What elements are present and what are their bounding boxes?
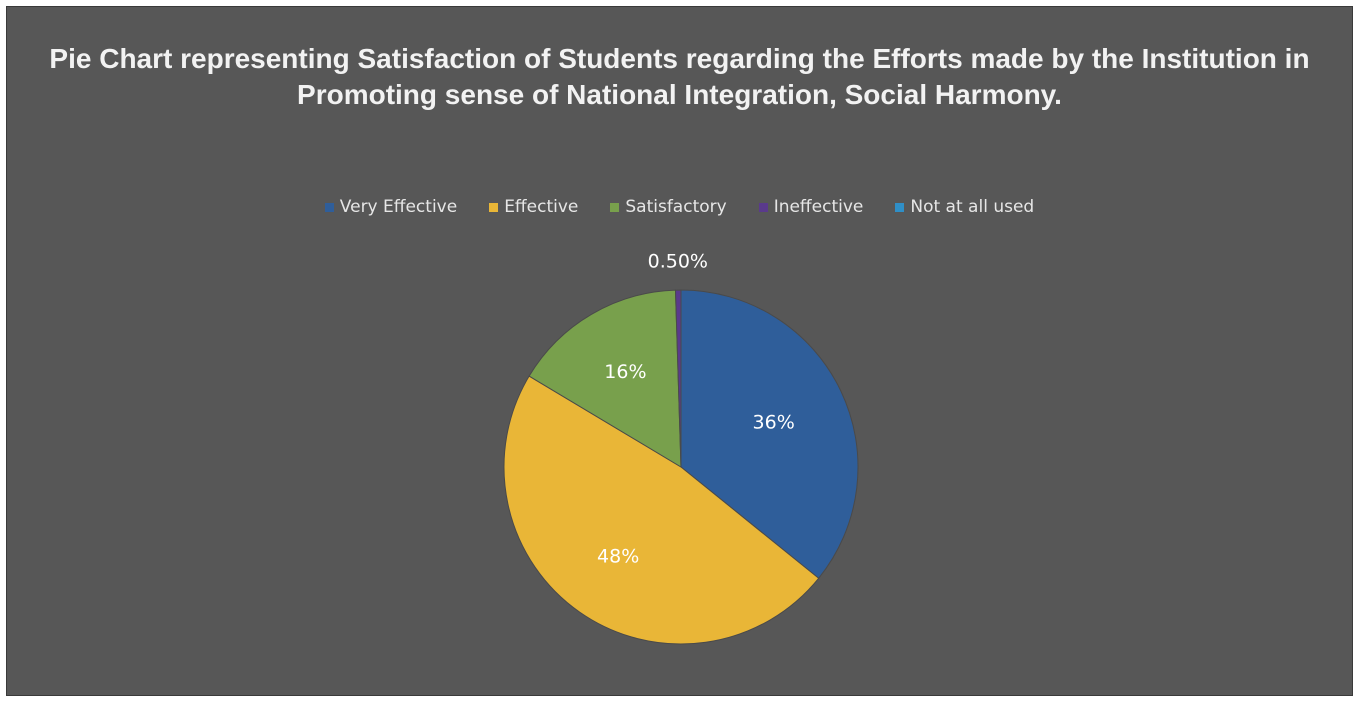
legend-label-ineffective: Ineffective — [773, 197, 864, 217]
pie-slice-very-effective — [680, 289, 859, 579]
legend-item-very-effective: Very Effective — [324, 197, 458, 217]
legend-swatch-satisfactory — [610, 202, 620, 212]
chart-area: Pie Chart representing Satisfaction of S… — [6, 6, 1353, 696]
legend: Very Effective Effective Satisfactory In… — [7, 197, 1352, 217]
chart-title: Pie Chart representing Satisfaction of S… — [49, 43, 1310, 110]
legend-item-ineffective: Ineffective — [758, 197, 864, 217]
legend-swatch-very-effective — [324, 202, 334, 212]
pie-slice-effective — [503, 375, 820, 645]
pie-slice-ineffective — [674, 289, 682, 468]
legend-item-satisfactory: Satisfactory — [610, 197, 727, 217]
legend-swatch-ineffective — [758, 202, 768, 212]
data-label-ineffective: 0.50% — [648, 251, 708, 273]
data-label-satisfactory: 16% — [604, 361, 646, 383]
legend-label-very-effective: Very Effective — [339, 197, 458, 217]
legend-label-satisfactory: Satisfactory — [625, 197, 727, 217]
pie-chart: 36% 48% 16% 0.50% — [503, 251, 859, 645]
legend-item-effective: Effective — [489, 197, 578, 217]
pie-slice-satisfactory — [528, 289, 682, 468]
legend-label-effective: Effective — [504, 197, 579, 217]
data-label-very-effective: 36% — [753, 411, 795, 433]
legend-swatch-not-at-all-used — [895, 202, 905, 212]
legend-swatch-effective — [489, 202, 499, 212]
data-label-effective: 48% — [597, 545, 639, 567]
legend-item-not-at-all-used: Not at all used — [895, 197, 1034, 217]
legend-label-not-at-all-used: Not at all used — [910, 197, 1035, 217]
